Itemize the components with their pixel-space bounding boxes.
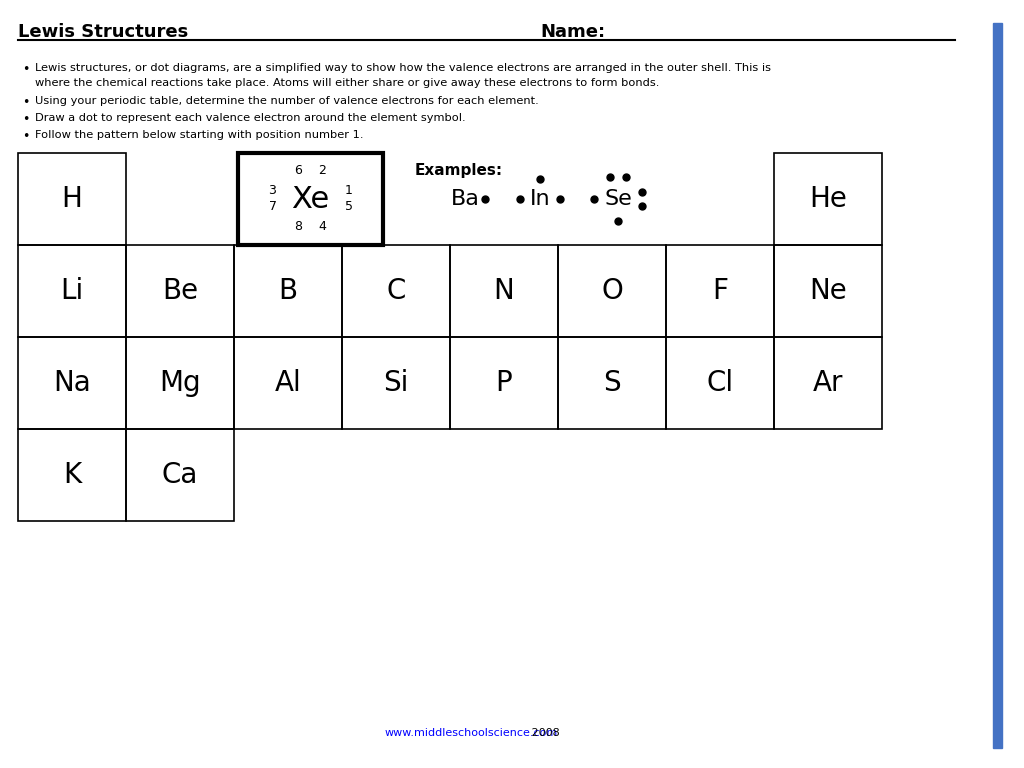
Text: Be: Be — [162, 277, 198, 305]
Text: Lewis structures, or dot diagrams, are a simplified way to show how the valence : Lewis structures, or dot diagrams, are a… — [35, 63, 771, 73]
Text: S: S — [603, 369, 621, 397]
Text: Ne: Ne — [809, 277, 847, 305]
Bar — [18, 245, 126, 337]
Text: 7: 7 — [268, 200, 276, 214]
Text: 2: 2 — [318, 164, 327, 177]
Text: where the chemical reactions take place. Atoms will either share or give away th: where the chemical reactions take place.… — [35, 78, 659, 88]
Bar — [126, 337, 234, 429]
Bar — [450, 337, 558, 429]
Text: Al: Al — [274, 369, 301, 397]
Text: 6: 6 — [295, 164, 302, 177]
Text: N: N — [494, 277, 514, 305]
Text: 8: 8 — [295, 220, 302, 233]
Bar — [993, 23, 1002, 748]
Bar — [774, 337, 882, 429]
Text: 4: 4 — [318, 220, 327, 233]
Text: O: O — [601, 277, 623, 305]
Text: 5: 5 — [344, 200, 352, 214]
Bar — [18, 153, 126, 245]
Text: 3: 3 — [268, 184, 276, 197]
Text: •: • — [22, 63, 30, 76]
Text: •: • — [22, 130, 30, 143]
Bar — [774, 153, 882, 245]
Text: Draw a dot to represent each valence electron around the element symbol.: Draw a dot to represent each valence ele… — [35, 113, 466, 123]
Text: Li: Li — [60, 277, 84, 305]
Text: •: • — [22, 96, 30, 109]
Text: Se: Se — [604, 189, 632, 209]
Text: Na: Na — [53, 369, 91, 397]
Text: Follow the pattern below starting with position number 1.: Follow the pattern below starting with p… — [35, 130, 364, 140]
Text: •: • — [22, 113, 30, 126]
Text: Lewis Structures: Lewis Structures — [18, 23, 188, 41]
Text: C: C — [386, 277, 406, 305]
Bar — [342, 245, 450, 337]
Text: Ar: Ar — [813, 369, 843, 397]
Text: P: P — [496, 369, 512, 397]
Text: Examples:: Examples: — [415, 163, 503, 178]
Text: Name:: Name: — [540, 23, 605, 41]
Bar — [666, 245, 774, 337]
Text: 1: 1 — [344, 184, 352, 197]
Text: Cl: Cl — [707, 369, 733, 397]
Text: He: He — [809, 185, 847, 213]
Bar — [18, 429, 126, 521]
Bar — [666, 337, 774, 429]
Bar — [450, 245, 558, 337]
Bar — [238, 153, 383, 245]
Bar — [126, 245, 234, 337]
Text: www.middleschoolscience.com: www.middleschoolscience.com — [385, 728, 558, 738]
Bar — [342, 337, 450, 429]
Bar — [774, 245, 882, 337]
Bar — [234, 245, 342, 337]
Text: Si: Si — [383, 369, 409, 397]
Bar — [558, 245, 666, 337]
Text: Using your periodic table, determine the number of valence electrons for each el: Using your periodic table, determine the… — [35, 96, 539, 106]
Text: Mg: Mg — [159, 369, 201, 397]
Text: Ca: Ca — [162, 461, 199, 489]
Text: 2008: 2008 — [528, 728, 560, 738]
Text: F: F — [712, 277, 728, 305]
Bar — [18, 337, 126, 429]
Text: Xe: Xe — [292, 184, 330, 214]
Bar — [558, 337, 666, 429]
Bar — [126, 429, 234, 521]
Text: Ba: Ba — [451, 189, 479, 209]
Text: B: B — [279, 277, 298, 305]
Text: H: H — [61, 185, 83, 213]
Text: K: K — [62, 461, 81, 489]
Text: In: In — [529, 189, 550, 209]
Bar — [234, 337, 342, 429]
